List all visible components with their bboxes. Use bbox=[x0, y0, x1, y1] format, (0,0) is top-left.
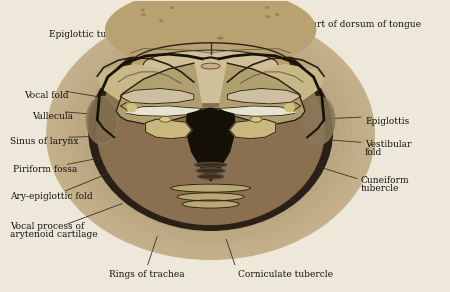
Polygon shape bbox=[227, 88, 301, 104]
Text: Piriform fossa: Piriform fossa bbox=[14, 165, 77, 174]
Text: tubercle: tubercle bbox=[361, 184, 399, 193]
Ellipse shape bbox=[160, 25, 164, 27]
Ellipse shape bbox=[164, 52, 167, 53]
Text: Vestibular: Vestibular bbox=[365, 140, 411, 149]
Ellipse shape bbox=[201, 63, 220, 69]
Polygon shape bbox=[131, 43, 290, 65]
Text: Rings of trachea: Rings of trachea bbox=[109, 270, 184, 279]
Text: Cuneiform: Cuneiform bbox=[361, 176, 410, 185]
Ellipse shape bbox=[89, 99, 116, 142]
Ellipse shape bbox=[226, 41, 229, 43]
Ellipse shape bbox=[285, 104, 294, 112]
Text: Epiglottic tubercle: Epiglottic tubercle bbox=[49, 30, 135, 39]
Ellipse shape bbox=[160, 45, 163, 47]
Ellipse shape bbox=[216, 9, 220, 11]
Polygon shape bbox=[116, 63, 202, 124]
Ellipse shape bbox=[97, 39, 324, 225]
Polygon shape bbox=[230, 119, 276, 139]
Ellipse shape bbox=[86, 96, 118, 145]
Polygon shape bbox=[126, 106, 211, 116]
Ellipse shape bbox=[126, 50, 295, 102]
Ellipse shape bbox=[127, 104, 136, 112]
Polygon shape bbox=[219, 63, 305, 124]
Text: arytenoid cartilage: arytenoid cartilage bbox=[10, 230, 98, 239]
Text: Median glosso-epiglottic fold: Median glosso-epiglottic fold bbox=[144, 10, 277, 19]
Ellipse shape bbox=[47, 9, 374, 259]
Ellipse shape bbox=[159, 116, 171, 122]
Ellipse shape bbox=[96, 47, 325, 222]
Ellipse shape bbox=[193, 7, 196, 8]
Text: Vocal process of: Vocal process of bbox=[10, 222, 84, 231]
Ellipse shape bbox=[204, 29, 207, 31]
Ellipse shape bbox=[195, 163, 227, 167]
Text: Sinus of larynx: Sinus of larynx bbox=[10, 137, 78, 146]
Ellipse shape bbox=[177, 193, 244, 201]
Ellipse shape bbox=[89, 33, 333, 230]
Ellipse shape bbox=[196, 168, 225, 173]
Text: Epiglottis: Epiglottis bbox=[365, 117, 410, 126]
Polygon shape bbox=[97, 65, 189, 111]
Ellipse shape bbox=[189, 42, 193, 44]
Polygon shape bbox=[120, 88, 194, 104]
Polygon shape bbox=[211, 106, 295, 116]
Ellipse shape bbox=[182, 200, 239, 208]
Polygon shape bbox=[145, 119, 192, 139]
Text: Corniculate tubercle: Corniculate tubercle bbox=[238, 270, 333, 279]
Ellipse shape bbox=[255, 27, 258, 28]
Text: Pharyngeal part of dorsum of tongue: Pharyngeal part of dorsum of tongue bbox=[251, 20, 420, 29]
Ellipse shape bbox=[250, 116, 262, 122]
Polygon shape bbox=[232, 65, 324, 111]
Ellipse shape bbox=[162, 41, 165, 43]
Ellipse shape bbox=[171, 184, 251, 192]
Ellipse shape bbox=[106, 0, 315, 70]
Ellipse shape bbox=[248, 38, 252, 40]
Text: Vallecula: Vallecula bbox=[32, 112, 73, 121]
Ellipse shape bbox=[198, 174, 223, 179]
Ellipse shape bbox=[216, 30, 220, 32]
Ellipse shape bbox=[303, 96, 335, 145]
Polygon shape bbox=[185, 108, 236, 181]
Text: Ary-epiglottic fold: Ary-epiglottic fold bbox=[10, 192, 93, 201]
Text: fold: fold bbox=[365, 148, 382, 157]
Text: Vocal fold: Vocal fold bbox=[24, 91, 68, 100]
